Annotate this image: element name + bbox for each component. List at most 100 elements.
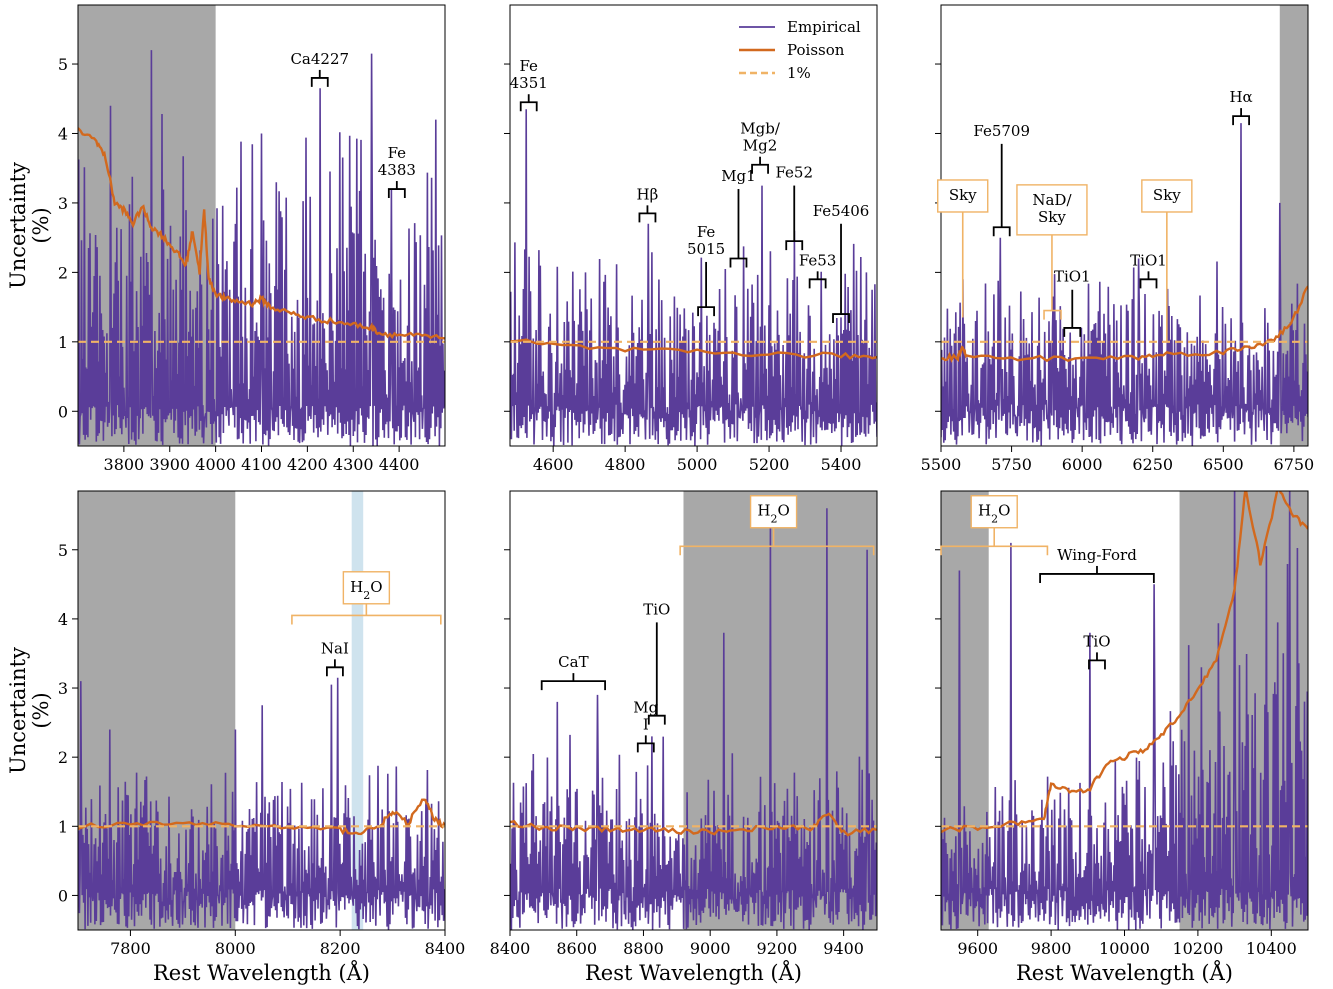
plot-area [941,491,1308,930]
x-tick-label: 4800 [605,455,646,474]
feature-annotation-1: Wing-Ford [1039,546,1155,583]
panel-6: 9600 9800 10000 10200 10400 Rest Wavelength (… [935,490,1309,985]
y-tick-label: 5 [58,541,68,560]
feature-label-line-0: TiO1 [1130,251,1167,269]
feature-label-line-0: Wing-Ford [1057,546,1137,564]
panel-4: 7800 8000 8200 8400 0 1 2 3 4 5 Uncertainty (%) Rest… [6,490,466,985]
telluric-band [351,491,364,930]
telluric-label-line-1: Sky [1038,208,1066,226]
x-tick-label: 10200 [1172,939,1223,958]
telluric-annotation-0: Sky [937,179,989,318]
x-tick-label: 5750 [991,455,1032,474]
feature-label-line-0: Fe [697,223,716,241]
feature-label-line-0: Mg1 [721,167,756,185]
y-tick-label: 2 [58,263,68,282]
feature-bracket [310,77,329,87]
x-tick-label: 3900 [149,455,190,474]
y-tick-label: 5 [58,55,68,74]
panel-3: 5500 5750 6000 6250 6500 6750 Fe5709 TiO1 TiO1 Hα… [921,4,1314,474]
series-empirical [78,50,445,446]
telluric-annotation-0: H2O [291,571,442,625]
telluric-bracket [1043,309,1062,320]
x-tick-label: 8000 [215,939,256,958]
feature-annotation-3: Hα [1229,88,1253,126]
series-empirical [941,491,1308,930]
feature-label-line-0: Fe5406 [813,202,870,220]
panel-2: 4600 4800 5000 5200 5400Fe4351HβFe5015Mg1Mgb… [504,4,878,474]
feature-bracket [638,212,657,223]
telluric-label-line-0: H2O [978,502,1010,526]
feature-annotation-0: TiO [1083,632,1111,670]
y-tick-label: 1 [58,817,68,836]
feature-bracket [540,680,606,691]
x-tick-label: 5000 [677,455,718,474]
feature-label-line-1: I [643,715,649,733]
feature-label-line-1: Mg2 [743,137,778,155]
x-tick-label: 7800 [110,939,151,958]
feature-annotation-1: Hβ [637,185,659,223]
y-axis-label-unit: (%) [29,692,53,728]
series-poisson [78,127,445,340]
feature-bracket [785,240,804,251]
x-tick-label: 6000 [1062,455,1103,474]
series-empirical [941,123,1308,446]
feature-annotation-4: Mgb/Mg2 [740,120,781,174]
feature-bracket [1139,278,1158,289]
series-empirical [78,677,445,930]
x-tick-label: 8400 [490,939,531,958]
feature-label-line-0: Ca4227 [290,50,349,68]
feature-bracket [647,714,666,725]
x-tick-label: 8400 [425,939,466,958]
feature-annotation-1: MgI [633,698,659,753]
feature-annotation-0: Ca4227 [290,50,349,87]
telluric-label-line-0: Sky [949,186,977,204]
y-tick-label: 4 [58,610,68,629]
panel-frame [509,490,878,931]
panel-1: 3800 3900 4000 4100 4200 4300 4400 0 1 2 3 4 5 Uncert… [6,4,446,474]
x-tick-label: 3800 [104,455,145,474]
y-axis-label: Uncertainty [6,162,30,289]
feature-bracket [992,226,1011,237]
telluric-label-line-0: H2O [350,578,382,602]
feature-label-line-0: Mg [633,698,658,716]
feature-annotation-0: NaI [321,639,349,677]
panel-frame [509,4,878,447]
panel-5: 8400 8600 8800 9000 9200 9400 Rest Wavelength … [490,490,878,985]
x-axis-label: Rest Wavelength (Å) [153,960,370,985]
y-tick-label: 3 [58,194,68,213]
feature-label-line-0: Hβ [637,185,659,203]
x-tick-label: 6250 [1132,455,1173,474]
series-poisson [941,491,1308,834]
telluric-box [749,495,798,529]
feature-label-line-0: Fe [388,144,407,162]
x-tick-label: 8800 [623,939,664,958]
feature-annotation-2: TiO1 [1130,251,1167,289]
x-tick-label: 9200 [757,939,798,958]
feature-label-line-0: Fe [519,57,538,75]
panel-frame [77,490,446,931]
y-axis-label-unit: (%) [29,207,53,243]
feature-bracket [1039,573,1155,583]
legend: Empirical Poisson 1% [739,18,861,82]
feature-label-line-0: Mgb/ [740,120,781,138]
y-tick-label: 3 [58,679,68,698]
feature-annotation-2: TiO [643,600,670,725]
x-axis-label: Rest Wavelength (Å) [585,960,802,985]
feature-annotation-0: CaT [540,653,606,691]
feature-label-line-0: Fe5709 [973,122,1030,140]
y-tick-label: 0 [58,886,68,905]
series-empirical [510,109,877,446]
plot-area [78,491,445,930]
telluric-box [342,571,391,605]
x-tick-label: 4300 [333,455,374,474]
feature-bracket [519,101,538,112]
panels: 3800 3900 4000 4100 4200 4300 4400 0 1 2 3 4 5 Uncert… [6,4,1314,985]
x-tick-label: 4000 [195,455,236,474]
plot-area [510,491,877,930]
plot-area [941,5,1308,446]
feature-bracket [1088,659,1106,670]
y-tick-label: 1 [58,333,68,352]
